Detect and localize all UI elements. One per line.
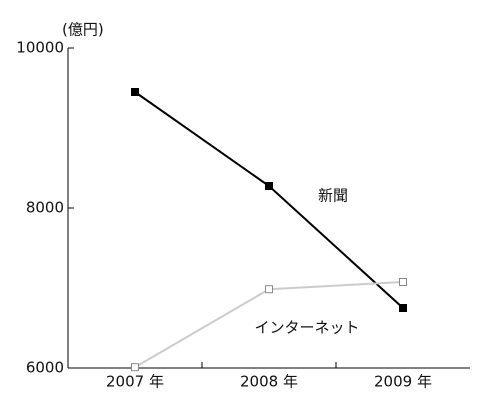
x-tick-label: 2008 年: [240, 373, 298, 391]
point: [265, 285, 273, 294]
y-tick-label: 8000: [26, 199, 64, 217]
point: [265, 182, 273, 190]
series-line: [134, 91, 404, 309]
point: [399, 278, 407, 286]
x-tick-label: 2009 年: [374, 373, 432, 391]
point: [399, 304, 407, 312]
y-unit-label: (億円): [62, 21, 104, 39]
series-label: 新聞: [318, 187, 348, 205]
y-tick-label: 6000: [26, 359, 64, 377]
y-tick-label: 10000: [16, 39, 64, 57]
x-tick-label: 2007 年: [106, 373, 164, 391]
point: [131, 88, 139, 96]
point: [131, 363, 139, 372]
series-label: インターネット: [254, 319, 359, 337]
